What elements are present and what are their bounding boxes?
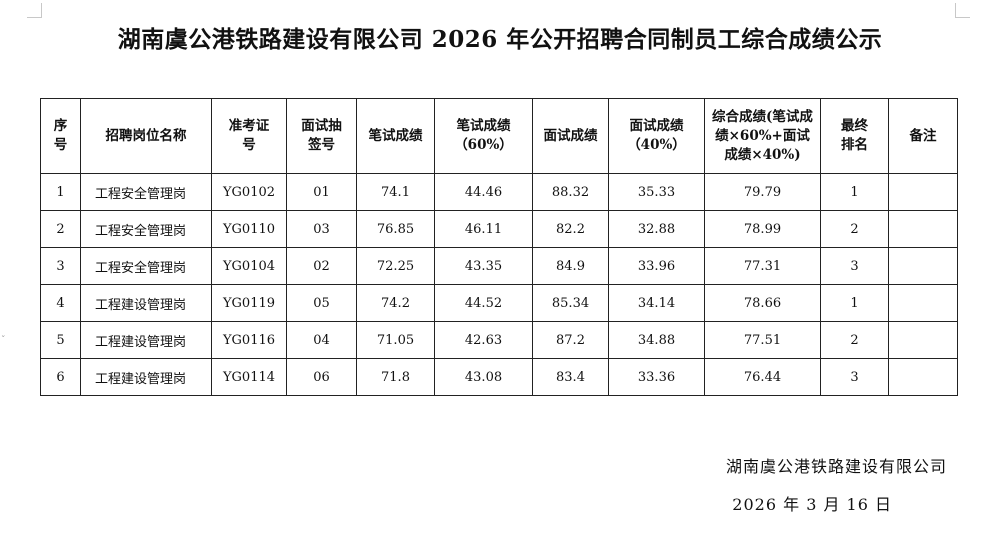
cell-interview-weighted: 34.88 <box>608 321 705 359</box>
cell-position: 工程建设管理岗 <box>80 321 212 359</box>
cell-written-weighted: 46.11 <box>434 210 533 248</box>
cell-draw-number: 03 <box>286 210 357 248</box>
table-row: 5 工程建设管理岗 YG0116 04 71.05 42.63 87.2 34.… <box>40 321 958 359</box>
header-remarks: 备注 <box>888 98 958 174</box>
cell-final-rank: 3 <box>820 247 889 285</box>
cell-position: 工程安全管理岗 <box>80 210 212 248</box>
cell-exam-id: YG0104 <box>211 247 287 285</box>
header-written-weighted: 笔试成绩（60%） <box>434 98 533 174</box>
cell-position: 工程建设管理岗 <box>80 358 212 396</box>
score-table: 序号 招聘岗位名称 准考证号 面试抽签号 笔试成绩 笔试成绩（60%） 面试成绩… <box>40 98 958 396</box>
header-draw-number: 面试抽签号 <box>286 98 357 174</box>
cell-written-weighted: 43.35 <box>434 247 533 285</box>
cell-interview-weighted: 34.14 <box>608 284 705 322</box>
cell-position: 工程建设管理岗 <box>80 284 212 322</box>
header-interview-weighted: 面试成绩（40%） <box>608 98 705 174</box>
cell-total-score: 77.31 <box>704 247 821 285</box>
cell-written-score: 72.25 <box>356 247 435 285</box>
cell-total-score: 79.79 <box>704 173 821 211</box>
table-row: 3 工程安全管理岗 YG0104 02 72.25 43.35 84.9 33.… <box>40 247 958 285</box>
cell-remarks <box>888 173 958 211</box>
cell-final-rank: 2 <box>820 210 889 248</box>
table-header-row: 序号 招聘岗位名称 准考证号 面试抽签号 笔试成绩 笔试成绩（60%） 面试成绩… <box>40 98 958 174</box>
cell-draw-number: 04 <box>286 321 357 359</box>
cell-remarks <box>888 284 958 322</box>
cell-written-score: 71.8 <box>356 358 435 396</box>
cell-interview-score: 85.34 <box>532 284 609 322</box>
cell-interview-score: 82.2 <box>532 210 609 248</box>
cell-interview-weighted: 33.96 <box>608 247 705 285</box>
cell-written-weighted: 44.52 <box>434 284 533 322</box>
cell-exam-id: YG0102 <box>211 173 287 211</box>
cell-final-rank: 3 <box>820 358 889 396</box>
cell-final-rank: 2 <box>820 321 889 359</box>
cell-interview-score: 84.9 <box>532 247 609 285</box>
cell-written-weighted: 44.46 <box>434 173 533 211</box>
cell-serial: 1 <box>40 173 81 211</box>
cell-draw-number: 02 <box>286 247 357 285</box>
issue-date: 2026 年 3 月 16 日 <box>732 495 892 514</box>
cell-draw-number: 01 <box>286 173 357 211</box>
cell-total-score: 76.44 <box>704 358 821 396</box>
cell-written-weighted: 43.08 <box>434 358 533 396</box>
cell-interview-score: 88.32 <box>532 173 609 211</box>
page-corner-mark-left <box>27 3 42 18</box>
cell-draw-number: 05 <box>286 284 357 322</box>
cell-serial: 3 <box>40 247 81 285</box>
cell-interview-weighted: 32.88 <box>608 210 705 248</box>
cell-written-score: 71.05 <box>356 321 435 359</box>
issuing-organization: 湖南虞公港铁路建设有限公司 <box>725 457 947 476</box>
cell-final-rank: 1 <box>820 284 889 322</box>
cell-written-score: 74.1 <box>356 173 435 211</box>
cell-interview-score: 87.2 <box>532 321 609 359</box>
cell-interview-weighted: 35.33 <box>608 173 705 211</box>
header-written-score: 笔试成绩 <box>356 98 435 174</box>
table-row: 4 工程建设管理岗 YG0119 05 74.2 44.52 85.34 34.… <box>40 284 958 322</box>
side-margin-mark: ˇ <box>1 336 6 346</box>
cell-serial: 2 <box>40 210 81 248</box>
header-interview-score: 面试成绩 <box>532 98 609 174</box>
header-position: 招聘岗位名称 <box>80 98 212 174</box>
cell-exam-id: YG0116 <box>211 321 287 359</box>
cell-final-rank: 1 <box>820 173 889 211</box>
header-serial: 序号 <box>40 98 81 174</box>
header-total-score: 综合成绩(笔试成绩×60%+面试成绩×40%) <box>704 98 821 174</box>
cell-total-score: 77.51 <box>704 321 821 359</box>
cell-remarks <box>888 358 958 396</box>
table-row: 1 工程安全管理岗 YG0102 01 74.1 44.46 88.32 35.… <box>40 173 958 211</box>
header-final-rank: 最终排名 <box>820 98 889 174</box>
cell-written-score: 76.85 <box>356 210 435 248</box>
cell-draw-number: 06 <box>286 358 357 396</box>
cell-exam-id: YG0119 <box>211 284 287 322</box>
cell-remarks <box>888 210 958 248</box>
cell-interview-weighted: 33.36 <box>608 358 705 396</box>
page-corner-mark-right <box>955 3 970 18</box>
cell-remarks <box>888 247 958 285</box>
table-row: 2 工程安全管理岗 YG0110 03 76.85 46.11 82.2 32.… <box>40 210 958 248</box>
table-row: 6 工程建设管理岗 YG0114 06 71.8 43.08 83.4 33.3… <box>40 358 958 396</box>
cell-total-score: 78.99 <box>704 210 821 248</box>
cell-written-score: 74.2 <box>356 284 435 322</box>
cell-serial: 5 <box>40 321 81 359</box>
cell-position: 工程安全管理岗 <box>80 173 212 211</box>
cell-total-score: 78.66 <box>704 284 821 322</box>
header-exam-id: 准考证号 <box>211 98 287 174</box>
cell-exam-id: YG0114 <box>211 358 287 396</box>
cell-written-weighted: 42.63 <box>434 321 533 359</box>
cell-serial: 6 <box>40 358 81 396</box>
cell-position: 工程安全管理岗 <box>80 247 212 285</box>
cell-interview-score: 83.4 <box>532 358 609 396</box>
page-title: 湖南虞公港铁路建设有限公司 2026 年公开招聘合同制员工综合成绩公示 <box>117 26 883 53</box>
cell-exam-id: YG0110 <box>211 210 287 248</box>
cell-serial: 4 <box>40 284 81 322</box>
cell-remarks <box>888 321 958 359</box>
